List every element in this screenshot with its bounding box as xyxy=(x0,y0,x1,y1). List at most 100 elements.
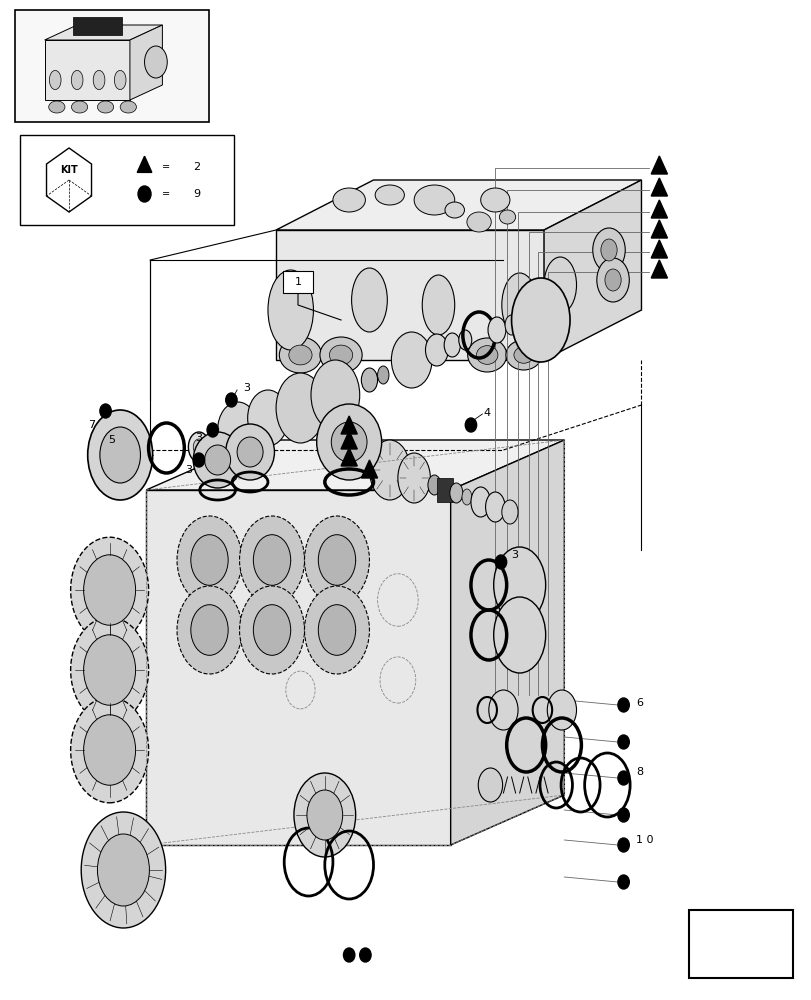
Ellipse shape xyxy=(114,70,126,90)
Circle shape xyxy=(207,423,218,437)
Ellipse shape xyxy=(318,605,355,655)
Ellipse shape xyxy=(396,339,431,371)
Text: 8: 8 xyxy=(635,767,642,777)
Ellipse shape xyxy=(120,101,136,113)
Circle shape xyxy=(100,404,111,418)
Ellipse shape xyxy=(375,185,404,205)
Ellipse shape xyxy=(592,228,624,272)
Ellipse shape xyxy=(294,773,355,857)
Polygon shape xyxy=(137,156,152,172)
Ellipse shape xyxy=(329,345,352,365)
Ellipse shape xyxy=(501,500,517,524)
Circle shape xyxy=(617,875,629,889)
Ellipse shape xyxy=(493,597,545,673)
Bar xyxy=(282,271,313,293)
Ellipse shape xyxy=(331,422,367,462)
Polygon shape xyxy=(650,260,667,278)
Circle shape xyxy=(495,555,506,569)
Ellipse shape xyxy=(304,516,369,604)
Ellipse shape xyxy=(71,617,148,723)
Polygon shape xyxy=(146,440,564,490)
Ellipse shape xyxy=(268,270,313,350)
Text: 1 0: 1 0 xyxy=(635,835,653,845)
Circle shape xyxy=(617,735,629,749)
Bar xyxy=(688,910,792,978)
Ellipse shape xyxy=(193,432,242,488)
Ellipse shape xyxy=(504,315,517,335)
Polygon shape xyxy=(146,490,450,845)
Circle shape xyxy=(617,698,629,712)
Ellipse shape xyxy=(466,212,491,232)
Ellipse shape xyxy=(71,101,88,113)
Ellipse shape xyxy=(49,70,61,90)
Ellipse shape xyxy=(100,427,140,483)
Ellipse shape xyxy=(84,555,135,625)
Ellipse shape xyxy=(320,337,362,373)
Ellipse shape xyxy=(427,475,440,495)
Ellipse shape xyxy=(289,345,311,365)
Ellipse shape xyxy=(193,439,204,455)
Polygon shape xyxy=(276,180,641,230)
Ellipse shape xyxy=(177,586,242,674)
Bar xyxy=(15,10,209,122)
Text: =: = xyxy=(162,189,170,199)
Ellipse shape xyxy=(191,605,228,655)
Ellipse shape xyxy=(318,535,355,585)
Ellipse shape xyxy=(88,410,152,500)
Ellipse shape xyxy=(391,332,431,388)
Polygon shape xyxy=(341,416,357,434)
Ellipse shape xyxy=(444,202,464,218)
Ellipse shape xyxy=(461,489,471,505)
Ellipse shape xyxy=(333,188,365,212)
Ellipse shape xyxy=(478,768,502,802)
Ellipse shape xyxy=(470,487,490,517)
Text: 4: 4 xyxy=(483,408,490,418)
Text: 1: 1 xyxy=(294,277,301,287)
Ellipse shape xyxy=(476,346,497,364)
Text: 3: 3 xyxy=(511,550,518,560)
Circle shape xyxy=(617,808,629,822)
Ellipse shape xyxy=(458,330,471,350)
Polygon shape xyxy=(130,25,162,100)
Text: 3: 3 xyxy=(243,383,251,393)
Bar xyxy=(436,478,453,502)
Ellipse shape xyxy=(191,535,228,585)
Polygon shape xyxy=(46,148,92,212)
Ellipse shape xyxy=(316,404,381,480)
Text: 7: 7 xyxy=(88,420,95,430)
Ellipse shape xyxy=(84,635,135,705)
Circle shape xyxy=(225,393,237,407)
Bar xyxy=(73,17,122,35)
Text: 2: 2 xyxy=(193,162,200,172)
Ellipse shape xyxy=(511,278,569,362)
Ellipse shape xyxy=(71,70,83,90)
Text: KIT: KIT xyxy=(60,165,78,175)
Polygon shape xyxy=(650,240,667,258)
Ellipse shape xyxy=(485,492,504,522)
Polygon shape xyxy=(650,200,667,218)
Ellipse shape xyxy=(311,360,359,430)
Polygon shape xyxy=(45,40,130,100)
Polygon shape xyxy=(45,25,162,40)
Circle shape xyxy=(359,948,371,962)
Circle shape xyxy=(193,453,204,467)
Ellipse shape xyxy=(422,275,454,335)
Ellipse shape xyxy=(604,269,620,291)
Ellipse shape xyxy=(487,317,505,343)
Ellipse shape xyxy=(84,715,135,785)
Ellipse shape xyxy=(425,334,448,366)
Ellipse shape xyxy=(225,424,274,480)
Ellipse shape xyxy=(97,834,149,906)
Ellipse shape xyxy=(414,185,454,215)
Polygon shape xyxy=(276,230,543,360)
Bar xyxy=(20,135,234,225)
Ellipse shape xyxy=(307,790,342,840)
Ellipse shape xyxy=(144,46,167,78)
Ellipse shape xyxy=(276,373,324,443)
Ellipse shape xyxy=(239,516,304,604)
Ellipse shape xyxy=(488,690,517,730)
Text: 5: 5 xyxy=(108,435,115,445)
Ellipse shape xyxy=(361,368,377,392)
Circle shape xyxy=(138,186,151,202)
Ellipse shape xyxy=(71,697,148,803)
